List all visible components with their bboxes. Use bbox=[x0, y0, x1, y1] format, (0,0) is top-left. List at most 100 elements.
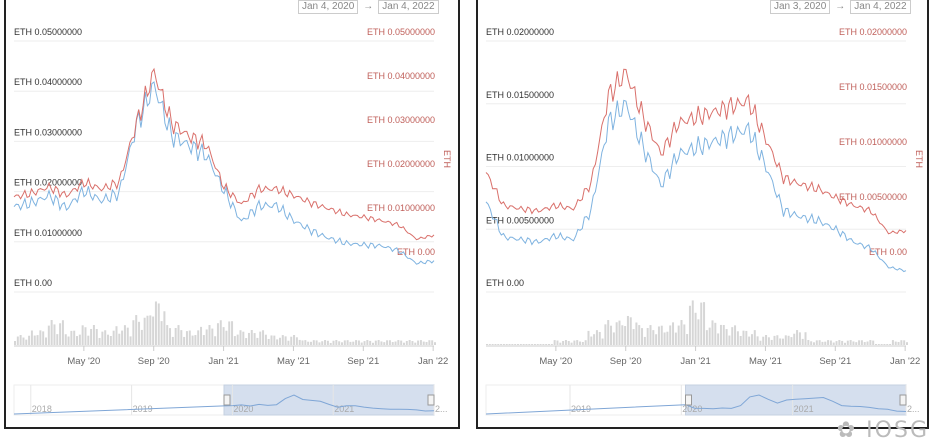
volume-bar bbox=[756, 336, 759, 345]
volume-bar bbox=[363, 341, 366, 345]
volume-bar bbox=[646, 328, 649, 345]
x-tick-label: Jan '22 bbox=[890, 356, 920, 367]
volume-bar bbox=[225, 330, 228, 345]
volume-bar bbox=[233, 336, 236, 345]
volume-bar bbox=[166, 325, 169, 345]
volume-bar bbox=[14, 341, 16, 345]
range-arrow: → bbox=[835, 1, 846, 12]
right-axis-tick-label: ETH 0.05000000 bbox=[367, 27, 435, 37]
volume-bar bbox=[742, 330, 745, 345]
volume-bar bbox=[56, 334, 59, 345]
volume-bar bbox=[61, 320, 64, 345]
volume-bar bbox=[236, 334, 239, 345]
volume-bar bbox=[550, 344, 553, 345]
volume-bar bbox=[33, 335, 36, 345]
volume-bar bbox=[276, 339, 279, 345]
volume-bar bbox=[408, 340, 411, 345]
volume-bar bbox=[505, 344, 508, 345]
volume-bar bbox=[346, 340, 349, 345]
volume-bar bbox=[371, 342, 374, 345]
volume-bar bbox=[669, 325, 672, 345]
volume-bar bbox=[425, 341, 428, 345]
left-axis-tick-label: ETH 0.00 bbox=[486, 278, 524, 288]
volume-bar bbox=[590, 336, 593, 345]
volume-bar bbox=[821, 341, 824, 345]
navigator-series bbox=[13, 394, 435, 415]
volume-bar bbox=[171, 336, 174, 345]
volume-bar bbox=[301, 340, 304, 345]
volume-bar bbox=[36, 335, 39, 345]
volume-bar bbox=[849, 340, 852, 345]
volume-bar bbox=[697, 319, 700, 345]
volume-bar bbox=[262, 330, 265, 345]
volume-bar bbox=[135, 315, 138, 345]
watermark-logo: ✿ IOSG bbox=[836, 418, 929, 443]
volume-bar bbox=[517, 344, 520, 345]
volume-bar bbox=[39, 330, 42, 345]
volume-bar bbox=[298, 339, 301, 345]
volume-bar bbox=[691, 300, 694, 345]
volume-bar bbox=[185, 331, 188, 345]
volume-bar bbox=[539, 344, 542, 345]
volume-bar bbox=[25, 339, 28, 345]
volume-bar bbox=[556, 340, 559, 345]
volume-bar bbox=[497, 344, 500, 345]
volume-bar bbox=[304, 340, 307, 345]
volume-bar bbox=[579, 341, 582, 345]
volume-bar bbox=[309, 341, 312, 345]
volume-bar bbox=[163, 311, 166, 345]
volume-bar bbox=[95, 329, 98, 345]
volume-bar bbox=[824, 341, 827, 345]
range-from-input[interactable]: Jan 4, 2020 bbox=[298, 0, 359, 14]
x-tick-label: May '20 bbox=[67, 356, 100, 367]
navigator-year-label: 2018 bbox=[32, 404, 52, 414]
right-axis-tick-label: ETH 0.02000000 bbox=[367, 159, 435, 169]
volume-bar bbox=[340, 342, 343, 345]
volume-bar bbox=[400, 340, 403, 345]
volume-bar bbox=[494, 344, 497, 345]
volume-bar bbox=[801, 338, 804, 345]
volume-bar bbox=[858, 340, 861, 345]
right-axis-tick-label: ETH 0.00500000 bbox=[839, 192, 907, 202]
volume-bar bbox=[514, 344, 517, 345]
volume-bar bbox=[731, 327, 734, 345]
navigator-handle[interactable] bbox=[427, 394, 435, 406]
navigator-handle[interactable] bbox=[685, 394, 692, 406]
volume-bar bbox=[64, 334, 67, 345]
volume-bar bbox=[360, 342, 363, 345]
volume-bar bbox=[686, 334, 689, 345]
volume-bar bbox=[607, 320, 610, 345]
volume-bar bbox=[705, 330, 708, 345]
volume-bar bbox=[652, 330, 655, 345]
left-axis-tick-label: ETH 0.00 bbox=[14, 278, 52, 288]
x-tick-label: Jan '21 bbox=[680, 356, 710, 367]
volume-bar bbox=[383, 342, 386, 345]
volume-bar bbox=[815, 340, 818, 345]
volume-bar bbox=[677, 325, 680, 345]
volume-bar bbox=[649, 325, 652, 345]
volume-bar bbox=[312, 340, 315, 345]
range-from-input[interactable]: Jan 3, 2020 bbox=[770, 0, 831, 14]
volume-bar bbox=[239, 330, 242, 345]
volume-bar bbox=[739, 335, 742, 345]
range-to-input[interactable]: Jan 4, 2022 bbox=[850, 0, 911, 14]
volume-bar bbox=[576, 340, 579, 345]
right-axis-title: ETH bbox=[442, 150, 452, 168]
volume-bar bbox=[688, 305, 691, 345]
volume-bar bbox=[191, 335, 194, 345]
volume-bar bbox=[70, 330, 73, 345]
volume-bar bbox=[610, 325, 613, 345]
volume-bar bbox=[632, 329, 635, 345]
range-to-input[interactable]: Jan 4, 2022 bbox=[378, 0, 439, 14]
volume-bar bbox=[564, 340, 567, 345]
navigator-handle[interactable] bbox=[223, 394, 231, 406]
left-axis-tick-label: ETH 0.01000000 bbox=[14, 228, 82, 238]
volume-bar bbox=[796, 330, 799, 345]
volume-bar bbox=[843, 342, 846, 345]
navigator-handle[interactable] bbox=[899, 394, 907, 406]
volume-bar bbox=[30, 330, 33, 345]
volume-bar bbox=[138, 321, 141, 345]
volume-bar bbox=[50, 320, 53, 345]
volume-bar bbox=[281, 335, 284, 345]
volume-bar bbox=[536, 344, 539, 345]
